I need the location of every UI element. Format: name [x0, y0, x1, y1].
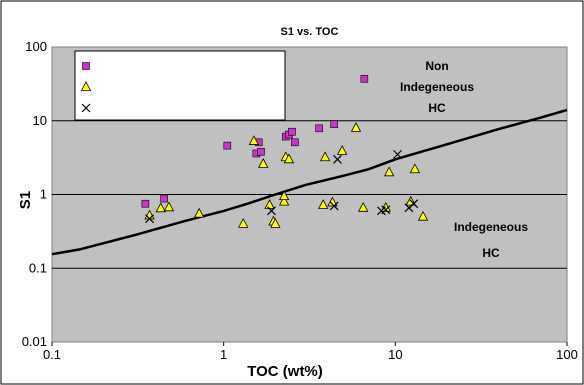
data-point-series-1 [141, 199, 150, 208]
data-point-series-1 [291, 138, 299, 147]
data-point-series-2 [409, 163, 421, 174]
x-axis-label: TOC (wt%) [247, 363, 323, 380]
data-point-series-2 [318, 199, 329, 209]
legend-marker-series-1 [82, 62, 90, 70]
data-point-series-1 [315, 124, 323, 133]
boundary-line-layer [51, 108, 568, 256]
data-point-series-2 [350, 122, 362, 132]
annotation-indegeneous-line-2: HC [482, 246, 500, 260]
y-tick-label: 0.1 [29, 260, 47, 275]
data-point-series-1 [330, 120, 338, 128]
y-tick-label: 0.01 [22, 334, 47, 349]
data-markers [141, 75, 429, 228]
data-point-series-3 [267, 206, 276, 216]
boundary-line [51, 108, 568, 256]
data-point-series-2 [278, 195, 290, 206]
data-point-series-2 [327, 196, 338, 207]
legend-marker-series-2 [80, 81, 92, 91]
x-tick-label: 1 [220, 347, 227, 362]
data-point-series-3 [145, 214, 154, 224]
annotations: Non Indegeneous HC Indegeneous HC [400, 59, 528, 260]
data-point-series-2 [270, 217, 281, 228]
legend-box [74, 50, 286, 121]
data-point-series-1 [360, 75, 369, 83]
grid-lines [52, 120, 567, 269]
data-point-series-2 [336, 145, 348, 155]
annotation-non-indegeneous-line-1: Non [425, 59, 448, 73]
x-tick-label: 0.1 [43, 347, 61, 362]
data-point-series-1 [257, 147, 265, 156]
data-point-series-2 [155, 202, 166, 213]
data-point-series-2 [417, 210, 429, 221]
data-point-series-2 [319, 151, 331, 162]
y-tick-label: 10 [33, 113, 47, 128]
annotation-non-indegeneous-line-2: Indegeneous [400, 80, 474, 94]
data-point-series-2 [283, 153, 295, 164]
data-point-series-2 [278, 190, 290, 201]
annotation-indegeneous-line-1: Indegeneous [454, 220, 528, 234]
legend [74, 50, 286, 121]
data-point-series-2 [194, 207, 205, 218]
data-point-series-2 [238, 217, 249, 228]
x-tick-label: 100 [556, 347, 578, 362]
data-point-series-1 [288, 127, 296, 136]
data-point-series-3 [333, 154, 342, 164]
data-point-series-3 [381, 205, 391, 215]
legend-entries [80, 62, 92, 113]
data-point-series-3 [393, 149, 402, 159]
annotation-non-indegeneous-line-3: HC [428, 101, 446, 115]
data-point-series-2 [163, 201, 175, 212]
data-point-series-2 [358, 201, 369, 212]
legend-marker-series-3 [81, 103, 91, 113]
chart-title: S1 vs. TOC [281, 26, 339, 38]
data-point-series-2 [383, 166, 395, 177]
data-point-series-1 [160, 194, 168, 203]
x-tick-label: 10 [388, 347, 402, 362]
data-point-series-3 [329, 201, 339, 211]
y-axis-label: S1 [17, 191, 34, 209]
y-tick-label: 1 [40, 187, 47, 202]
data-point-series-2 [248, 135, 260, 145]
y-tick-label: 100 [25, 39, 47, 54]
data-point-series-2 [258, 158, 269, 168]
data-point-series-1 [223, 141, 232, 150]
data-point-series-3 [409, 199, 419, 209]
